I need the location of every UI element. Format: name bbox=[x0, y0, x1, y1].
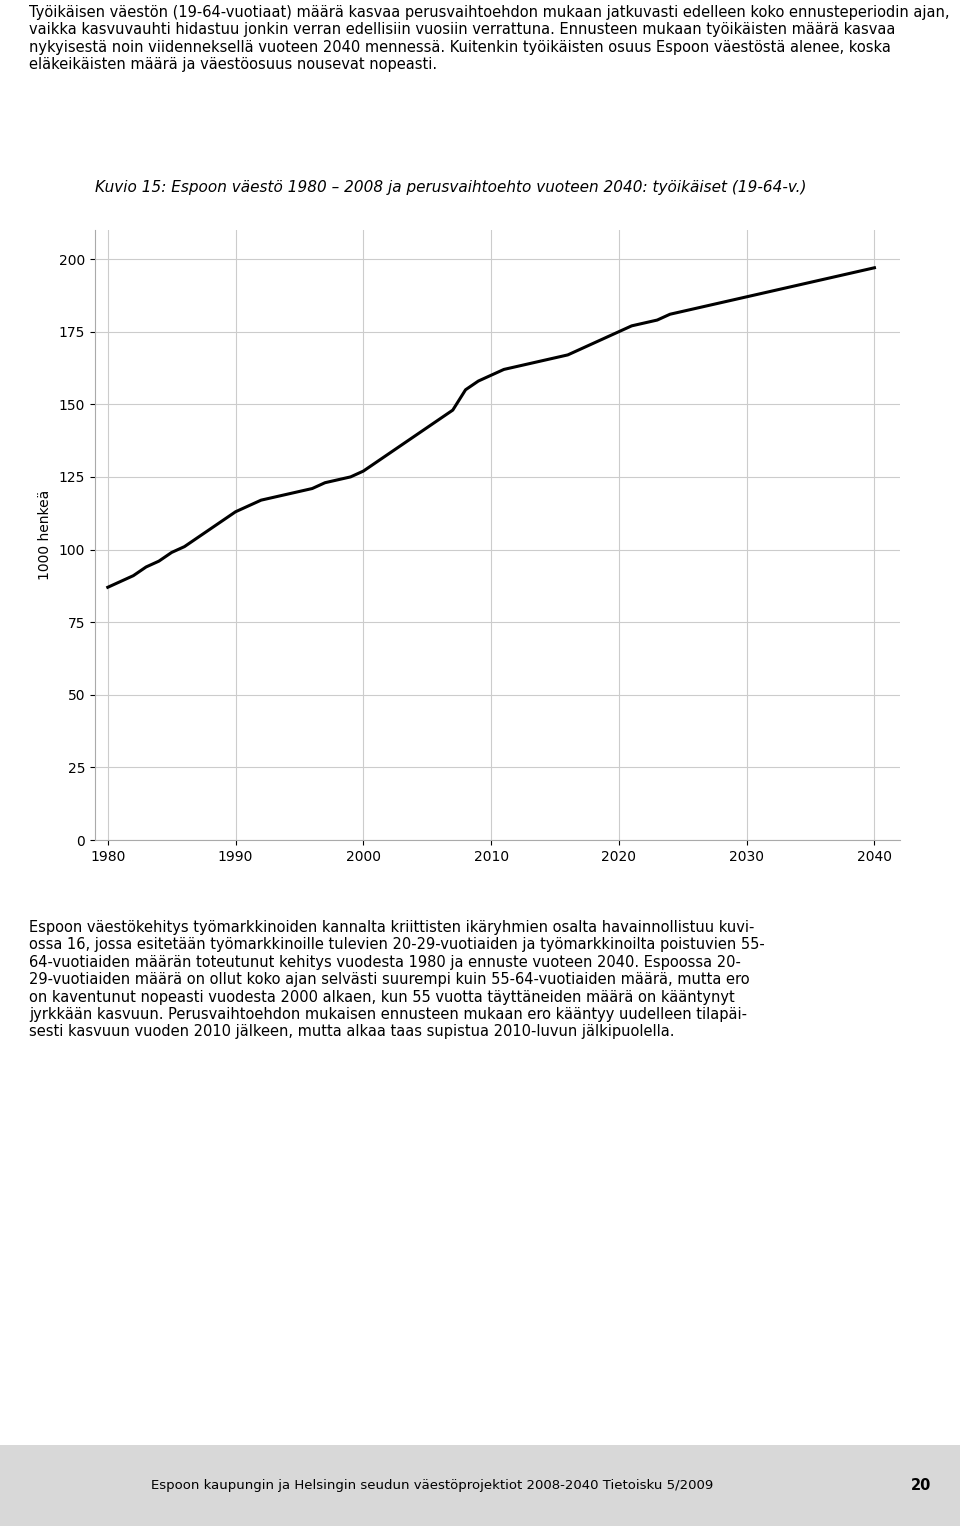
Text: Kuvio 15: Espoon väestö 1980 – 2008 ja perusvaihtoehto vuoteen 2040: työikäiset : Kuvio 15: Espoon väestö 1980 – 2008 ja p… bbox=[95, 180, 806, 195]
FancyBboxPatch shape bbox=[0, 1445, 960, 1526]
Text: Espoon väestökehitys työmarkkinoiden kannalta kriittisten ikäryhmien osalta hava: Espoon väestökehitys työmarkkinoiden kan… bbox=[29, 920, 764, 1039]
Text: 20: 20 bbox=[911, 1479, 931, 1492]
Text: Espoon kaupungin ja Helsingin seudun väestöprojektiot 2008-2040 Tietoisku 5/2009: Espoon kaupungin ja Helsingin seudun väe… bbox=[151, 1479, 713, 1492]
Y-axis label: 1000 henkeä: 1000 henkeä bbox=[38, 490, 52, 580]
Text: Työikäisen väestön (19-64-vuotiaat) määrä kasvaa perusvaihtoehdon mukaan jatkuva: Työikäisen väestön (19-64-vuotiaat) määr… bbox=[29, 5, 949, 72]
